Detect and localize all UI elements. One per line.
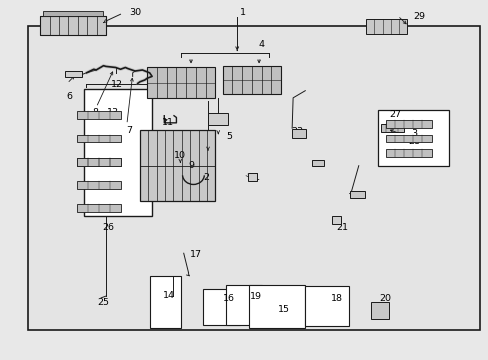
Text: 24: 24 — [350, 190, 362, 199]
Text: 6: 6 — [66, 91, 72, 100]
Bar — [77, 158, 120, 166]
Bar — [350, 192, 365, 198]
Text: 21: 21 — [335, 222, 347, 231]
Text: 13: 13 — [107, 108, 119, 117]
Bar — [77, 158, 120, 166]
Bar — [366, 19, 407, 33]
Text: 20: 20 — [379, 294, 391, 303]
Bar — [377, 111, 448, 166]
Bar — [147, 67, 215, 98]
Bar — [77, 135, 120, 143]
Bar — [64, 71, 81, 77]
Text: 8: 8 — [92, 108, 98, 117]
Text: 30: 30 — [129, 8, 141, 17]
Text: 23: 23 — [291, 127, 303, 136]
Text: 7: 7 — [125, 126, 132, 135]
Text: 9: 9 — [188, 161, 194, 170]
Bar — [84, 89, 152, 216]
Text: 18: 18 — [330, 294, 343, 303]
Text: 27: 27 — [388, 111, 400, 120]
Bar — [207, 113, 228, 125]
Bar — [140, 130, 215, 202]
Bar — [40, 16, 106, 35]
Text: 11: 11 — [162, 118, 174, 127]
Text: 29: 29 — [412, 12, 425, 21]
Text: 25: 25 — [97, 298, 109, 307]
Bar — [77, 204, 120, 212]
Bar — [311, 160, 323, 166]
Text: 28: 28 — [407, 137, 420, 146]
Text: 14: 14 — [163, 291, 175, 300]
Text: 3: 3 — [410, 129, 417, 138]
Text: 17: 17 — [189, 250, 201, 259]
Bar — [222, 66, 281, 94]
Text: 2: 2 — [203, 173, 209, 182]
Bar — [291, 129, 305, 138]
Text: 16: 16 — [223, 294, 235, 303]
Text: 15: 15 — [277, 305, 289, 314]
Bar — [203, 289, 239, 325]
Text: 21: 21 — [248, 173, 260, 182]
Text: 1: 1 — [239, 8, 245, 17]
Bar — [380, 124, 403, 132]
Bar — [149, 276, 181, 328]
Bar — [385, 149, 431, 157]
Text: 19: 19 — [250, 292, 262, 301]
Bar — [385, 135, 431, 143]
Bar — [249, 285, 305, 328]
Bar — [28, 26, 479, 330]
Bar — [370, 302, 388, 319]
Bar — [248, 173, 257, 181]
Bar — [385, 120, 431, 128]
Bar — [42, 12, 103, 16]
Bar — [331, 216, 340, 224]
Bar — [305, 287, 348, 327]
Bar — [77, 181, 120, 189]
Bar — [225, 285, 262, 325]
Text: 10: 10 — [174, 151, 185, 160]
Text: 12: 12 — [111, 80, 123, 89]
Text: 4: 4 — [258, 40, 264, 49]
Text: 5: 5 — [225, 132, 231, 141]
Text: 22: 22 — [311, 160, 323, 169]
Bar — [77, 111, 120, 119]
Text: 26: 26 — [102, 222, 114, 231]
